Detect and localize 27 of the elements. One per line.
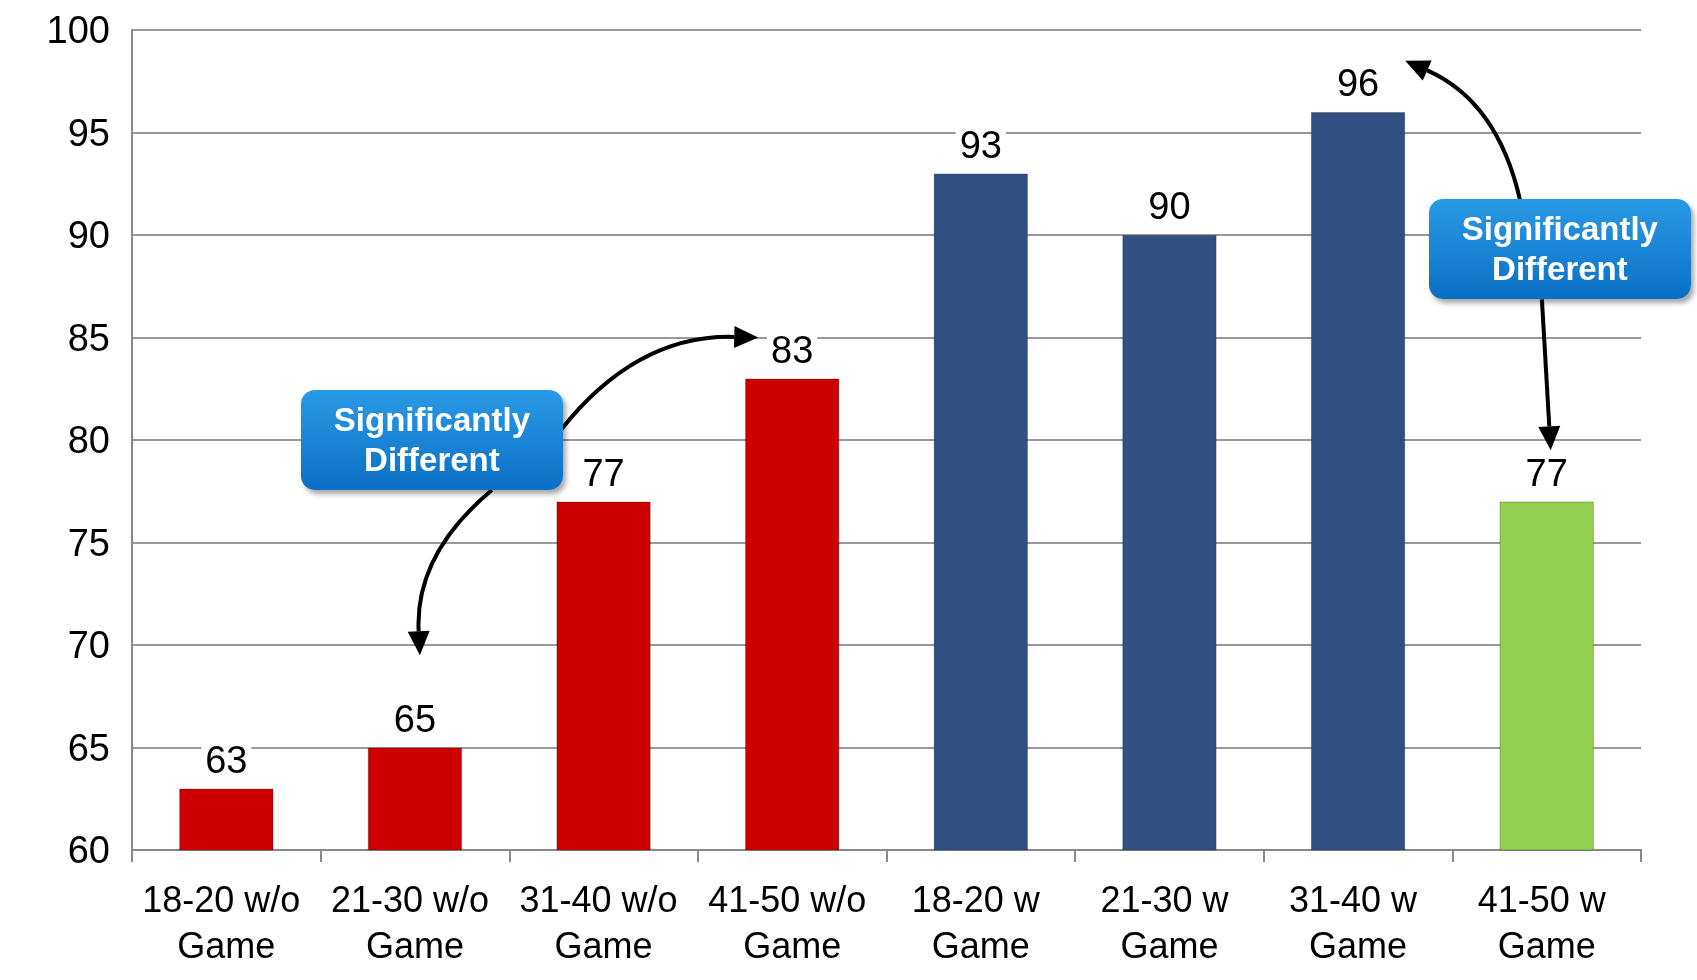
data-label: 90 [1148,185,1191,227]
data-label: 77 [582,451,625,494]
x-tick-label: 41-50 w Game [1477,878,1616,966]
data-label: 63 [205,738,248,781]
data-label: 83 [771,328,814,371]
x-tick-label: 21-30 w Game [1100,878,1239,966]
x-tick-label: 31-40 w/o Game [519,878,688,966]
x-tick-label: 41-50 w/o Game [708,878,877,966]
y-tick-label: 75 [67,521,110,564]
y-tick-label: 100 [46,9,110,51]
y-tick-label: 95 [67,111,110,154]
annotation: Significantly Different [300,390,563,490]
x-tick-label: 18-20 w Game [911,878,1050,966]
annotation: Significantly Different [1428,199,1691,300]
x-tick-label: 18-20 w/o Game [142,878,311,966]
y-tick-label: 90 [67,214,110,256]
data-label: 93 [959,123,1002,166]
data-label: 65 [393,697,437,740]
y-tick-label: 60 [67,829,110,871]
y-tick-label: 65 [67,726,110,769]
data-label: 96 [1336,62,1380,104]
y-tick-label: 85 [67,316,110,359]
x-tick-label: 21-30 w/o Game [330,878,499,966]
x-tick-label: 31-40 w Game [1289,878,1428,966]
y-tick-label: 80 [67,419,110,461]
data-label: 77 [1525,451,1568,494]
y-tick-label: 70 [67,624,110,666]
